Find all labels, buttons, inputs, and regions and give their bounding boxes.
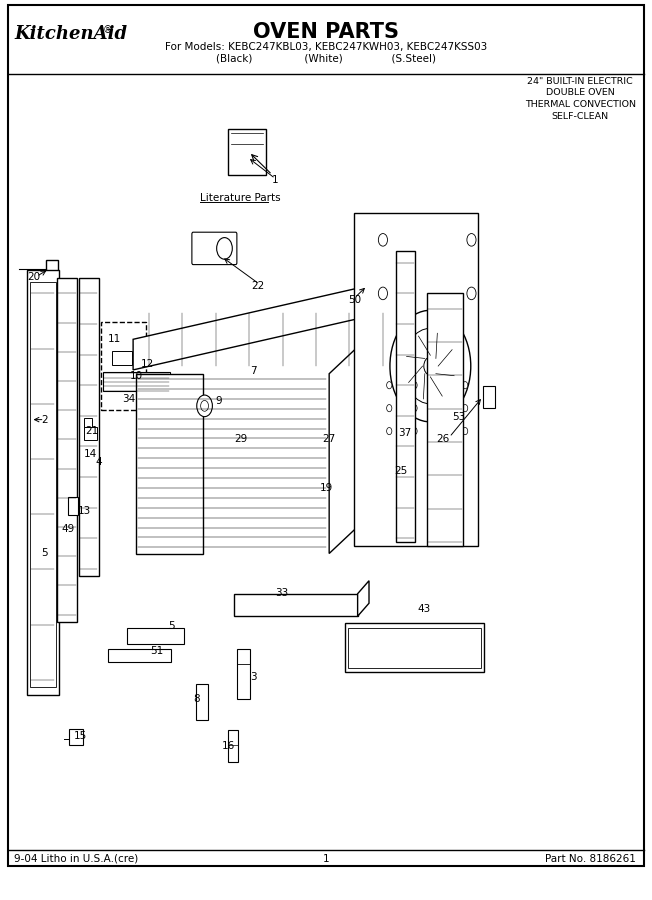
- Bar: [196, 683, 208, 719]
- Circle shape: [403, 328, 458, 404]
- Circle shape: [437, 382, 443, 389]
- Text: 21: 21: [85, 426, 98, 436]
- Bar: [102, 321, 146, 410]
- Circle shape: [424, 357, 437, 375]
- Bar: [355, 213, 478, 545]
- Circle shape: [387, 382, 392, 389]
- Circle shape: [462, 382, 467, 389]
- Bar: [237, 650, 250, 698]
- Bar: [68, 729, 83, 745]
- Text: OVEN PARTS: OVEN PARTS: [253, 22, 399, 42]
- Text: 16: 16: [221, 742, 235, 751]
- Bar: [483, 385, 495, 409]
- Text: For Models: KEBC247KBL03, KEBC247KWH03, KEBC247KSS03: For Models: KEBC247KBL03, KEBC247KWH03, …: [165, 41, 487, 52]
- Text: 3: 3: [250, 672, 257, 682]
- Bar: [133, 344, 147, 356]
- Text: 11: 11: [108, 334, 121, 345]
- Circle shape: [387, 405, 392, 412]
- Text: 49: 49: [61, 524, 74, 534]
- Circle shape: [378, 287, 387, 300]
- Text: 20: 20: [27, 272, 40, 282]
- Text: KitchenAid: KitchenAid: [14, 25, 128, 43]
- FancyBboxPatch shape: [192, 232, 237, 265]
- Bar: [228, 129, 266, 175]
- Circle shape: [462, 428, 467, 435]
- Text: ®: ®: [103, 24, 113, 35]
- Circle shape: [437, 428, 443, 435]
- Text: 22: 22: [251, 281, 264, 291]
- Circle shape: [378, 233, 387, 246]
- Circle shape: [462, 405, 467, 412]
- Text: 25: 25: [394, 466, 408, 476]
- Circle shape: [412, 428, 417, 435]
- Text: 7: 7: [250, 366, 257, 376]
- Text: 9-04 Litho in U.S.A.(cre): 9-04 Litho in U.S.A.(cre): [14, 853, 139, 864]
- Bar: [396, 251, 415, 542]
- Text: 27: 27: [323, 434, 336, 444]
- Text: 37: 37: [398, 428, 411, 437]
- Text: 10: 10: [130, 371, 143, 381]
- Bar: [345, 623, 484, 672]
- Text: 53: 53: [452, 412, 466, 422]
- Text: 2: 2: [41, 415, 48, 425]
- Text: Literature Parts: Literature Parts: [200, 193, 280, 202]
- Bar: [136, 374, 203, 554]
- Text: 34: 34: [122, 394, 136, 404]
- Text: 15: 15: [74, 731, 87, 741]
- Bar: [104, 372, 170, 392]
- Bar: [57, 278, 77, 623]
- Text: 1: 1: [323, 853, 329, 864]
- Text: 33: 33: [275, 589, 288, 598]
- Text: 43: 43: [417, 604, 431, 614]
- Polygon shape: [329, 346, 357, 554]
- Polygon shape: [133, 278, 402, 370]
- Text: 26: 26: [436, 434, 450, 444]
- Text: 50: 50: [348, 294, 361, 304]
- Text: (Black)                (White)               (S.Steel): (Black) (White) (S.Steel): [216, 53, 436, 64]
- Bar: [80, 278, 99, 577]
- Text: 1: 1: [272, 176, 278, 185]
- Text: 12: 12: [141, 359, 155, 369]
- Text: 8: 8: [193, 694, 200, 704]
- Circle shape: [437, 405, 443, 412]
- Text: 9: 9: [215, 395, 222, 406]
- Bar: [68, 497, 78, 515]
- Circle shape: [216, 238, 232, 259]
- Text: 29: 29: [234, 434, 247, 444]
- Bar: [84, 418, 92, 427]
- Bar: [108, 649, 171, 662]
- Bar: [234, 594, 357, 616]
- Bar: [126, 627, 184, 644]
- Text: 13: 13: [78, 507, 91, 517]
- Text: 51: 51: [150, 646, 163, 656]
- Bar: [46, 260, 58, 276]
- Circle shape: [197, 395, 213, 417]
- Polygon shape: [357, 580, 369, 616]
- Bar: [112, 351, 132, 365]
- Text: 14: 14: [84, 449, 97, 459]
- Circle shape: [390, 310, 471, 422]
- Circle shape: [467, 233, 476, 246]
- Text: 4: 4: [95, 456, 102, 467]
- Bar: [84, 427, 97, 440]
- Text: Part No. 8186261: Part No. 8186261: [545, 853, 636, 864]
- Circle shape: [412, 382, 417, 389]
- Bar: [427, 293, 463, 545]
- Bar: [27, 271, 59, 695]
- Circle shape: [201, 400, 209, 411]
- Circle shape: [467, 287, 476, 300]
- Text: 5: 5: [168, 621, 174, 631]
- Bar: [30, 282, 56, 688]
- Circle shape: [387, 428, 392, 435]
- Bar: [228, 730, 238, 761]
- Text: 5: 5: [41, 548, 48, 559]
- Text: 24" BUILT-IN ELECTRIC
DOUBLE OVEN
THERMAL CONVECTION
SELF-CLEAN: 24" BUILT-IN ELECTRIC DOUBLE OVEN THERMA…: [525, 76, 636, 121]
- Circle shape: [412, 405, 417, 412]
- Text: 19: 19: [319, 483, 333, 493]
- Bar: [348, 628, 481, 668]
